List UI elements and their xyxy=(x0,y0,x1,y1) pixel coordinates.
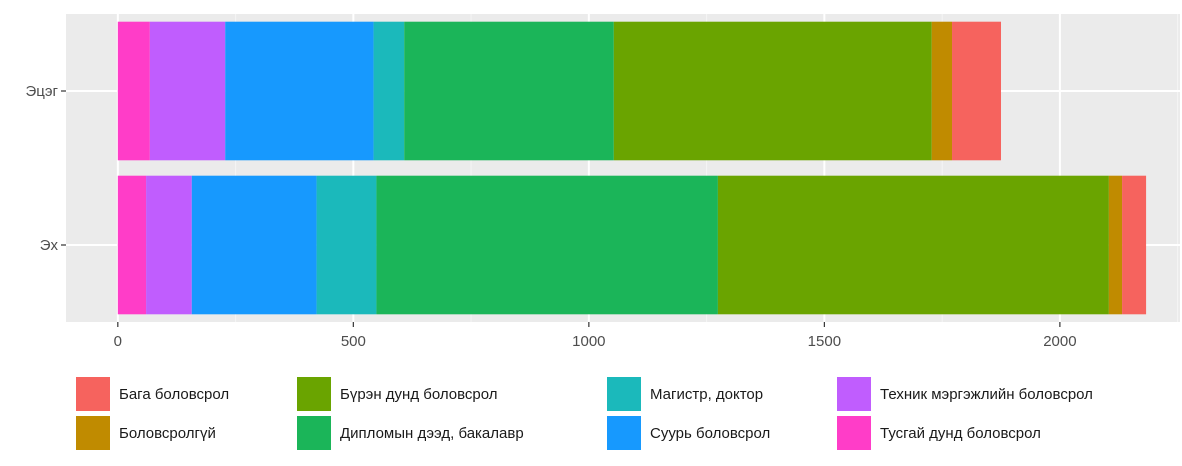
bar-segment xyxy=(952,21,1002,161)
legend-key xyxy=(76,416,110,450)
x-tick-label: 2000 xyxy=(1043,333,1076,350)
legend-key xyxy=(297,377,331,411)
legend-label: Суурь боловсрол xyxy=(650,425,770,442)
bar-segment xyxy=(1122,175,1147,315)
bar-segment xyxy=(931,21,953,161)
bar-segment xyxy=(1108,175,1123,315)
legend-key xyxy=(837,377,871,411)
bar-segment xyxy=(149,21,226,161)
bar-segment xyxy=(373,21,405,161)
legend: Бага боловсрол Боловсролгүй Бүрэн дунд бол… xyxy=(76,377,1093,450)
bar-segment xyxy=(316,175,377,315)
bars xyxy=(117,21,1147,315)
legend-label: Магистр, доктор xyxy=(650,386,763,403)
bar-segment xyxy=(717,175,1109,315)
legend-label: Дипломын дээд, бакалавр xyxy=(340,425,524,442)
legend-label: Боловсролгүй xyxy=(119,425,216,442)
axes: 0 500 1000 1500 2000 Эх Эцэг xyxy=(26,83,1077,350)
bar-segment xyxy=(613,21,932,161)
legend-label: Тусгай дунд боловсрол xyxy=(880,425,1041,442)
legend-key xyxy=(76,377,110,411)
bar-segment xyxy=(404,21,614,161)
legend-key xyxy=(607,377,641,411)
legend-label: Бага боловсрол xyxy=(119,386,229,403)
legend-label: Техник мэргэжлийн боловсрол xyxy=(880,386,1093,403)
x-tick-label: 1500 xyxy=(808,333,841,350)
bar-segment xyxy=(146,175,192,315)
x-tick-label: 0 xyxy=(114,333,122,350)
bar-segment xyxy=(191,175,317,315)
legend-key xyxy=(607,416,641,450)
x-tick-label: 500 xyxy=(341,333,366,350)
bar-segment xyxy=(117,21,150,161)
bar-segment xyxy=(376,175,718,315)
y-tick-label: Эцэг xyxy=(26,83,59,100)
bar-segment xyxy=(225,21,374,161)
legend-key xyxy=(297,416,331,450)
bar-segment xyxy=(117,175,147,315)
y-tick-label: Эх xyxy=(40,237,59,254)
x-tick-label: 1000 xyxy=(572,333,605,350)
legend-key xyxy=(837,416,871,450)
legend-label: Бүрэн дунд боловсрол xyxy=(340,386,498,403)
